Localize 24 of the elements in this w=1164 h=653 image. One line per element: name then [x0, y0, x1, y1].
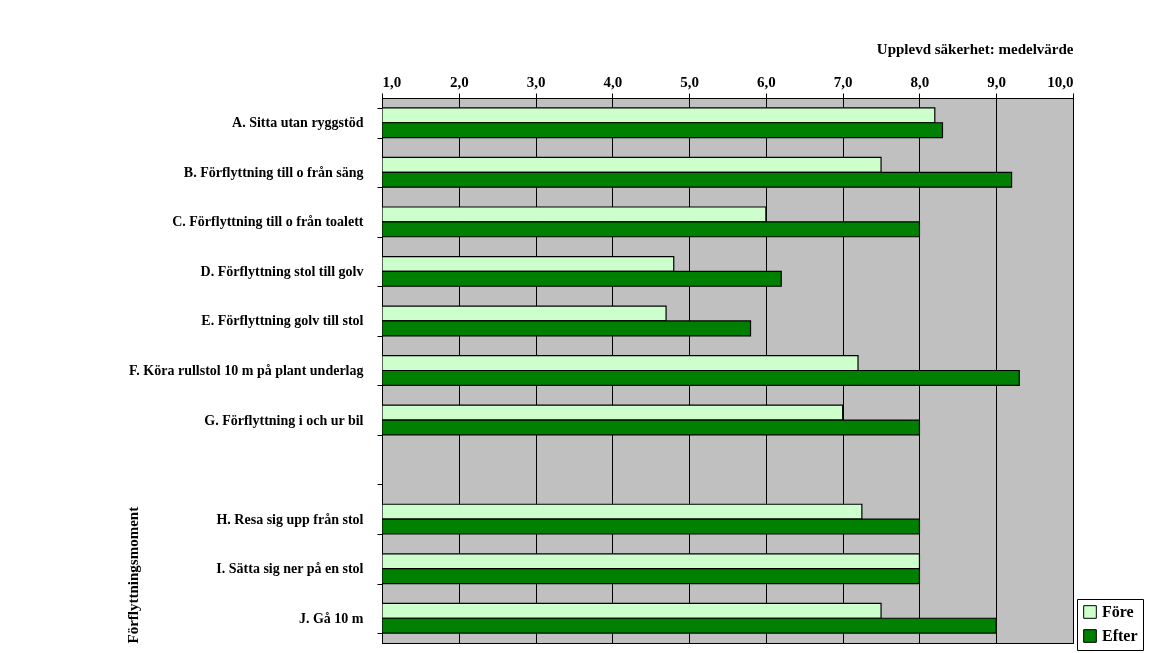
x-tick-label: 3,0 [526, 73, 546, 90]
y-tick-label: A. Sitta utan ryggstöd [232, 115, 364, 131]
x-tick-label: 10,0 [1047, 73, 1074, 90]
y-tick-label: C. Förflyttning till o från toalett [172, 214, 364, 230]
x-axis-title: Upplevd säkerhet: medelvärde [876, 40, 1074, 57]
y-tick-label: J. Gå 10 m [298, 610, 364, 626]
y-tick-label: G. Förflyttning i och ur bil [204, 412, 364, 428]
y-tick-label: E. Förflyttning golv till stol [201, 313, 364, 329]
x-tick-label: 4,0 [603, 73, 623, 90]
x-tick-label: 7,0 [833, 73, 853, 90]
y-tick-label: B. Förflyttning till o från säng [183, 164, 364, 180]
y-tick-label: D. Förflyttning stol till golv [200, 263, 364, 279]
x-tick-label: 6,0 [757, 73, 776, 90]
x-tick-label: 9,0 [987, 73, 1007, 90]
y-axis-title: Förflyttningsmoment [124, 506, 141, 644]
y-tick-label: I. Sätta sig ner på en stol [216, 561, 364, 577]
legend-label: Efter [1102, 627, 1138, 644]
x-tick-label: 5,0 [680, 73, 699, 90]
y-tick-label: F. Köra rullstol 10 m på plant underlag [129, 363, 364, 378]
x-tick-label: 2,0 [449, 73, 469, 90]
x-tick-label: 1,0 [382, 73, 402, 90]
legend-label: Före [1102, 603, 1134, 620]
x-tick-label: 8,0 [910, 73, 930, 90]
y-tick-label: H. Resa sig upp från stol [216, 511, 364, 527]
